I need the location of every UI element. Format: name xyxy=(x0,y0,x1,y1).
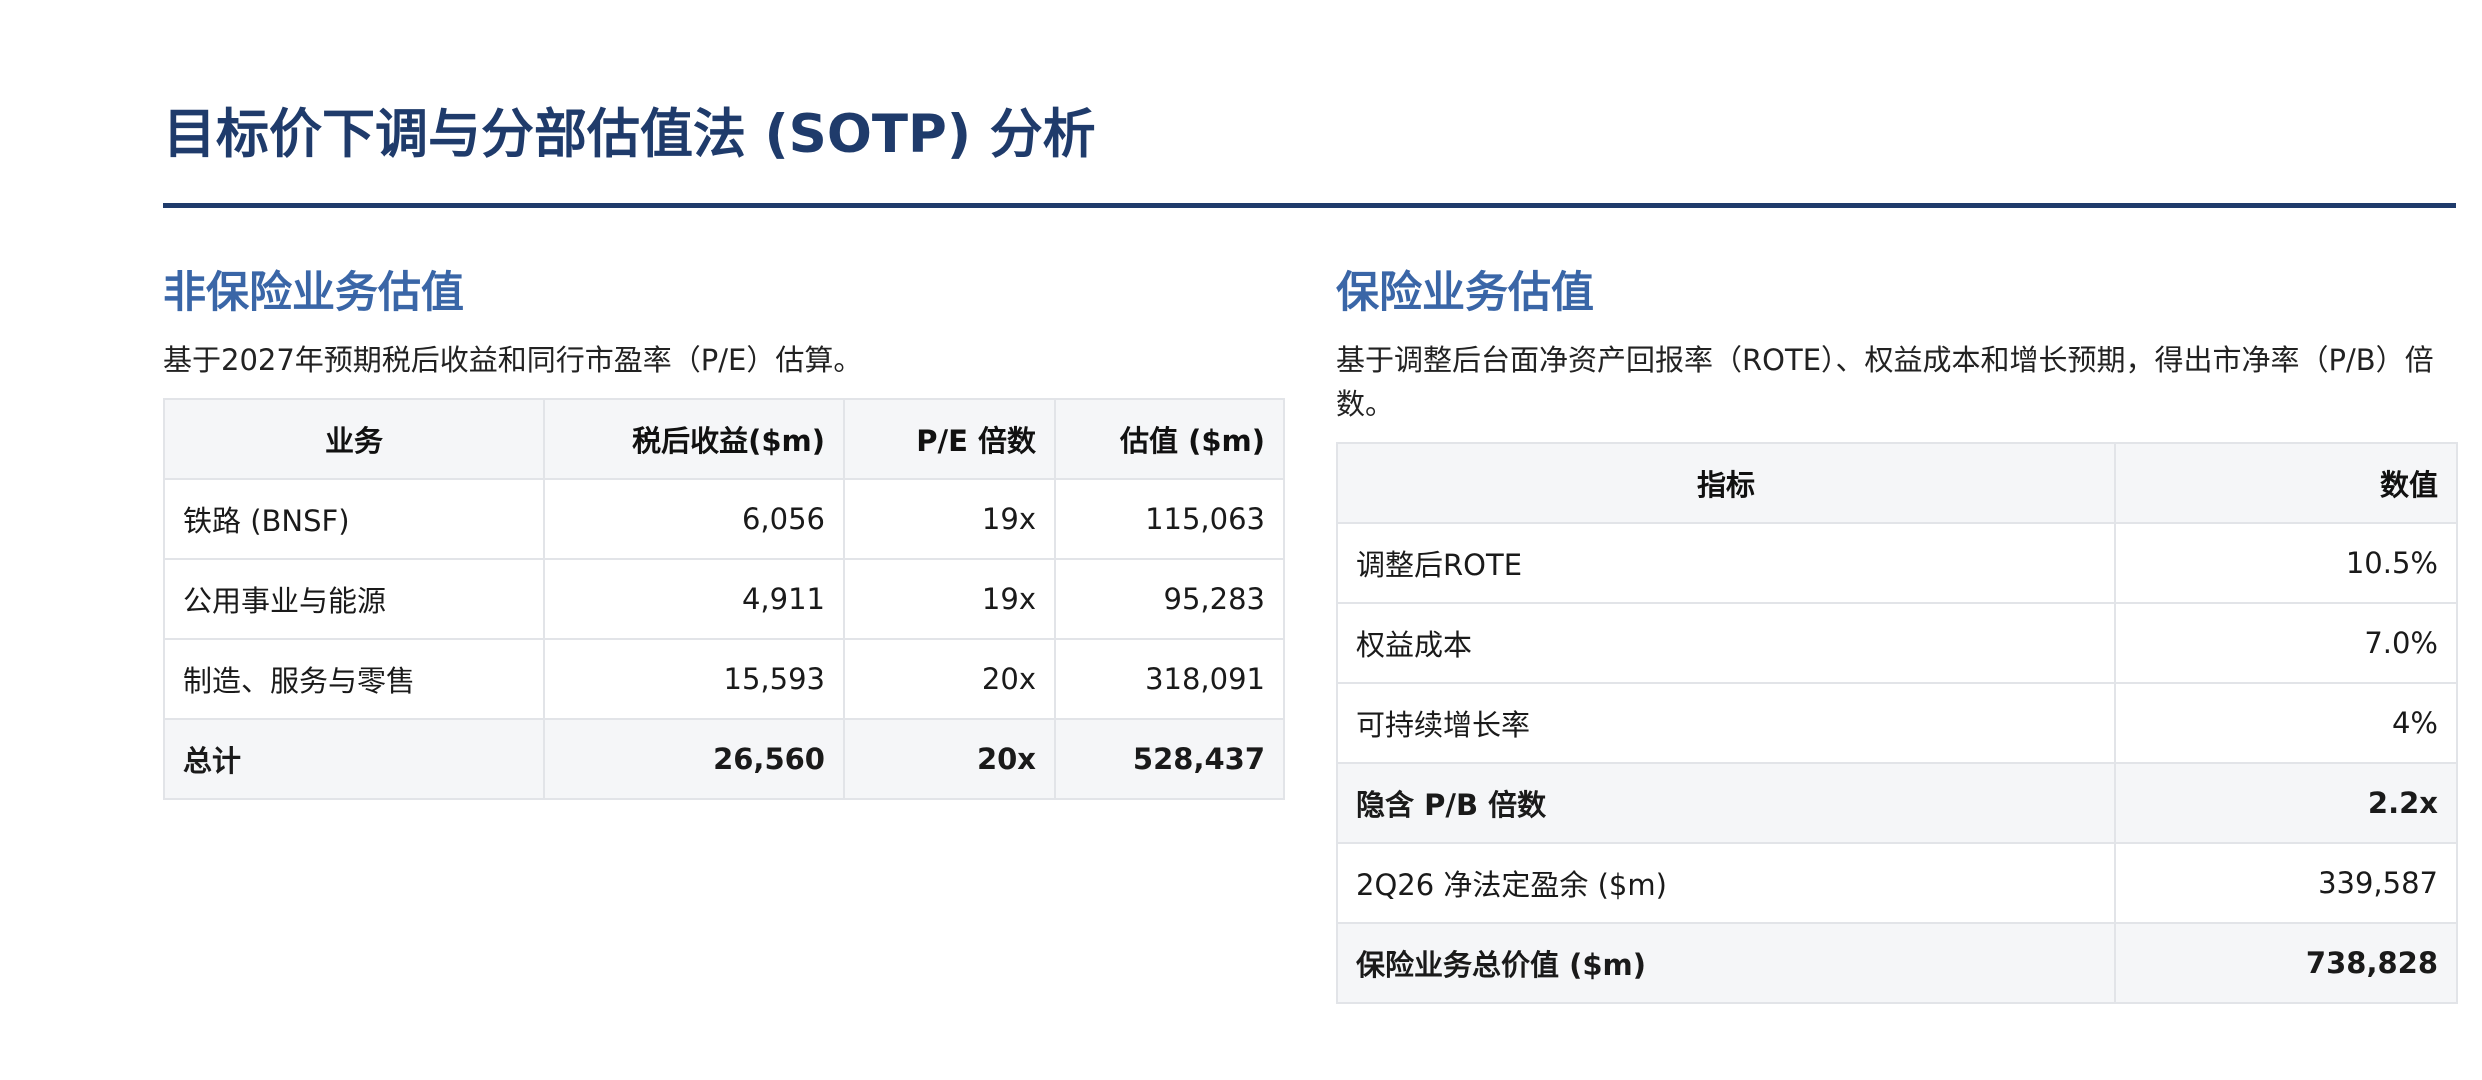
table-row: 制造、服务与零售 15,593 20x 318,091 xyxy=(163,638,1285,720)
column-header-after-tax-earnings: 税后收益($m) xyxy=(543,398,845,480)
column-header-valuation: 估值 ($m) xyxy=(1054,398,1285,480)
insurance-section: 保险业务估值 基于调整后台面净资产回报率（ROTE）、权益成本和增长预期，得出市… xyxy=(1336,262,2458,1004)
insurance-title: 保险业务估值 xyxy=(1336,268,1594,318)
total-valuation: 528,437 xyxy=(1054,718,1285,800)
total-value-row: 保险业务总价值 ($m) 738,828 xyxy=(1336,922,2458,1004)
metric-label: 隐含 P/B 倍数 xyxy=(1336,762,2116,844)
non-insurance-table: 业务 税后收益($m) P/E 倍数 估值 ($m) 铁路 (BNSF) 6,0… xyxy=(163,398,1285,800)
column-header-value: 数值 xyxy=(2114,442,2458,524)
metric-value: 10.5% xyxy=(2114,522,2458,604)
metric-label: 可持续增长率 xyxy=(1336,682,2116,764)
insurance-table: 指标 数值 调整后ROTE 10.5% 权益成本 7.0% 可持续增长率 4% xyxy=(1336,442,2458,1004)
table-row: 调整后ROTE 10.5% xyxy=(1336,522,2458,604)
valuation: 115,063 xyxy=(1054,478,1285,560)
metric-value: 7.0% xyxy=(2114,602,2458,684)
total-label: 总计 xyxy=(163,718,545,800)
implied-pb-row: 隐含 P/B 倍数 2.2x xyxy=(1336,762,2458,844)
metric-label: 2Q26 净法定盈余 ($m) xyxy=(1336,842,2116,924)
valuation: 95,283 xyxy=(1054,558,1285,640)
after-tax-earnings: 6,056 xyxy=(543,478,845,560)
metric-label: 保险业务总价值 ($m) xyxy=(1336,922,2116,1004)
valuation: 318,091 xyxy=(1054,638,1285,720)
metric-value: 339,587 xyxy=(2114,842,2458,924)
table-row: 铁路 (BNSF) 6,056 19x 115,063 xyxy=(163,478,1285,560)
total-after-tax-earnings: 26,560 xyxy=(543,718,845,800)
column-header-metric: 指标 xyxy=(1336,442,2116,524)
after-tax-earnings: 4,911 xyxy=(543,558,845,640)
table-header-row: 指标 数值 xyxy=(1336,442,2458,524)
non-insurance-title: 非保险业务估值 xyxy=(163,268,464,318)
total-row: 总计 26,560 20x 528,437 xyxy=(163,718,1285,800)
title-divider xyxy=(163,203,2456,208)
pe-multiple: 19x xyxy=(843,558,1056,640)
table-row: 可持续增长率 4% xyxy=(1336,682,2458,764)
metric-label: 权益成本 xyxy=(1336,602,2116,684)
page-title: 目标价下调与分部估值法 (SOTP) 分析 xyxy=(163,104,1096,165)
business-name: 铁路 (BNSF) xyxy=(163,478,545,560)
non-insurance-description: 基于2027年预期税后收益和同行市盈率（P/E）估算。 xyxy=(163,343,863,377)
table-row: 权益成本 7.0% xyxy=(1336,602,2458,684)
table-row: 2Q26 净法定盈余 ($m) 339,587 xyxy=(1336,842,2458,924)
metric-value: 2.2x xyxy=(2114,762,2458,844)
pe-multiple: 19x xyxy=(843,478,1056,560)
table-row: 公用事业与能源 4,911 19x 95,283 xyxy=(163,558,1285,640)
business-name: 制造、服务与零售 xyxy=(163,638,545,720)
after-tax-earnings: 15,593 xyxy=(543,638,845,720)
insurance-description: 基于调整后台面净资产回报率（ROTE）、权益成本和增长预期，得出市净率（P/B）… xyxy=(1336,343,2434,421)
column-header-business: 业务 xyxy=(163,398,545,480)
pe-multiple: 20x xyxy=(843,638,1056,720)
business-name: 公用事业与能源 xyxy=(163,558,545,640)
total-pe-multiple: 20x xyxy=(843,718,1056,800)
metric-label: 调整后ROTE xyxy=(1336,522,2116,604)
metric-value: 738,828 xyxy=(2114,922,2458,1004)
non-insurance-section: 非保险业务估值 基于2027年预期税后收益和同行市盈率（P/E）估算。 业务 税… xyxy=(163,262,1285,800)
column-header-pe-multiple: P/E 倍数 xyxy=(843,398,1056,480)
table-header-row: 业务 税后收益($m) P/E 倍数 估值 ($m) xyxy=(163,398,1285,480)
metric-value: 4% xyxy=(2114,682,2458,764)
